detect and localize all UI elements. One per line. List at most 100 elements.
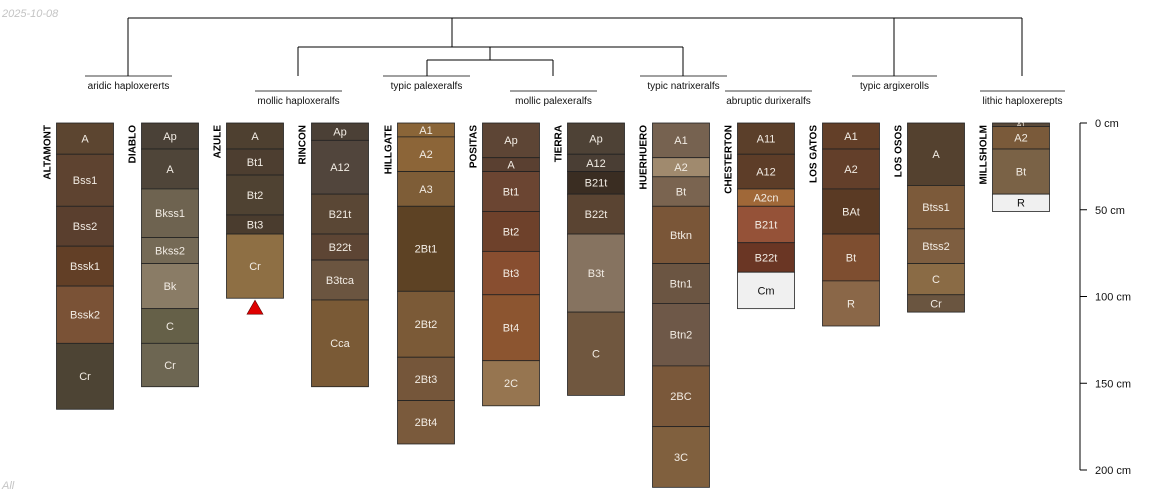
horizon-a xyxy=(141,148,199,190)
horizon-cr xyxy=(907,294,965,313)
horizon-bss1 xyxy=(56,153,114,207)
horizon-label: C xyxy=(166,321,174,333)
horizon-label: Bt2 xyxy=(503,226,520,238)
horizon-label: Cr xyxy=(930,298,942,310)
horizon-label: C xyxy=(592,349,600,361)
subgroup-label: typic natrixeralfs xyxy=(647,81,719,92)
horizon-label: Bt xyxy=(676,186,686,198)
horizon-bt3 xyxy=(482,250,540,296)
subgroup-label: mollic palexeralfs xyxy=(515,96,592,107)
profile-name: POSITAS xyxy=(469,125,480,168)
horizon-label: A xyxy=(251,131,259,143)
horizon-b3t xyxy=(567,233,625,313)
profile-los-osos: A Btss1 Btss2 C Cr LOS OSOS xyxy=(894,122,965,313)
horizon-a xyxy=(907,122,965,186)
horizon-label: A xyxy=(81,133,89,145)
depth-tick-label: 0 cm xyxy=(1095,118,1119,130)
horizon-label: A xyxy=(507,159,515,171)
truncation-marker-icon xyxy=(246,299,264,315)
horizon-bss2 xyxy=(56,205,114,247)
horizon-label: A2cn xyxy=(753,192,778,204)
horizon-label: A1 xyxy=(419,125,432,137)
horizon-r xyxy=(822,280,880,327)
profile-los-gatos: A1 A2 BAt Bt R LOS GATOS xyxy=(809,122,880,327)
horizon-label: A xyxy=(166,164,174,176)
horizon-ap xyxy=(567,122,625,155)
subgroup-label: lithic haploxerepts xyxy=(982,96,1062,107)
profile-name: TIERRA xyxy=(554,125,565,162)
profile-chesterton: A11 A12 A2cn B21t B22t Cm CHESTERTON xyxy=(724,122,795,310)
horizon-label: Bt1 xyxy=(503,186,520,198)
profile-name: HUERHUERO xyxy=(639,125,650,190)
horizon-label: Cr xyxy=(249,261,261,273)
horizon-label: 2Bt2 xyxy=(415,319,438,331)
horizon-2bt2 xyxy=(397,290,455,358)
horizon-label: 2Bt3 xyxy=(415,374,438,386)
horizon-r xyxy=(992,193,1050,212)
horizon-label: A2 xyxy=(419,149,432,161)
horizon-bkss1 xyxy=(141,188,199,238)
depth-tick-label: 200 cm xyxy=(1095,465,1131,477)
horizon-cca xyxy=(311,299,369,388)
horizon-label: Ap xyxy=(163,131,176,143)
profile-name: DIABLO xyxy=(128,125,139,164)
horizon-label: A12 xyxy=(586,158,606,170)
profile-altamont: A Bss1 Bss2 Bssk1 Bssk2 Cr ALTAMONT xyxy=(43,122,114,410)
horizon-a2 xyxy=(397,136,455,172)
horizon-btss2 xyxy=(907,228,965,264)
horizon-bt1 xyxy=(482,171,540,212)
profile-name: RINCON xyxy=(298,125,309,164)
horizon-label: B21t xyxy=(585,178,608,190)
horizon-label: 2Bt1 xyxy=(415,244,438,256)
horizon-label: B21t xyxy=(755,219,778,231)
horizon-bt2 xyxy=(482,211,540,252)
date-stamp: 2025-10-08 xyxy=(2,8,59,20)
horizon-ap xyxy=(482,122,540,159)
profile-name: MILLSHOLM xyxy=(979,125,990,184)
subgroup-labels: aridic haploxererts mollic haploxeralfs ty… xyxy=(85,75,1065,107)
horizon-label: Bss1 xyxy=(73,175,97,187)
horizon-label: Bssk1 xyxy=(70,261,100,273)
profile-huerhuero: A1 A2 Bt Btkn Btn1 Btn2 2BC 3C HUERHUERO xyxy=(639,122,710,488)
profile-rincon: Ap A12 B21t B22t B3tca Cca RINCON xyxy=(298,122,369,388)
horizon-cr xyxy=(56,342,114,410)
horizon-label: A12 xyxy=(756,166,776,178)
horizon-bssk1 xyxy=(56,245,114,287)
horizon-a xyxy=(56,122,114,155)
depth-axis: 0 cm 50 cm 100 cm 150 cm 200 cm xyxy=(1079,118,1131,477)
horizon-label: Bt3 xyxy=(503,268,520,280)
horizon-cr xyxy=(226,233,284,299)
horizon-label: B3tca xyxy=(326,275,355,287)
horizon-bkss2 xyxy=(141,237,199,264)
horizon-bssk2 xyxy=(56,285,114,344)
horizon-label: Bkss2 xyxy=(155,245,185,257)
horizon-b22t xyxy=(311,233,369,261)
dendrogram xyxy=(127,17,1023,76)
horizon-btkn xyxy=(652,205,710,264)
horizon-label: A1 xyxy=(674,135,687,147)
horizon-label: Bk xyxy=(164,281,177,293)
horizon-label: Bkss1 xyxy=(155,208,185,220)
horizon-a1 xyxy=(652,122,710,159)
horizon-label: Bt xyxy=(1016,166,1026,178)
subgroup-label: mollic haploxeralfs xyxy=(257,96,339,107)
horizon-label: A2 xyxy=(674,162,687,174)
horizon-label: BAt xyxy=(842,206,860,218)
horizon-label: Bt4 xyxy=(503,323,520,335)
horizon-a12 xyxy=(737,153,795,190)
horizon-a3 xyxy=(397,171,455,207)
horizon-label: A1 xyxy=(1017,122,1026,129)
horizon-label: Ap xyxy=(589,133,602,145)
profile-name: LOS GATOS xyxy=(809,125,820,183)
horizon-label: A1 xyxy=(844,131,857,143)
depth-tick-label: 150 cm xyxy=(1095,378,1131,390)
horizon-2bt1 xyxy=(397,205,455,292)
horizon-cr xyxy=(141,342,199,388)
horizon-label: Cca xyxy=(330,338,350,350)
horizon-label: C xyxy=(932,274,940,286)
subgroup-label: typic argixerolls xyxy=(860,81,929,92)
horizon-c xyxy=(141,308,199,344)
horizon-bt2 xyxy=(226,174,284,216)
depth-tick-label: 50 cm xyxy=(1095,205,1125,217)
subgroup-label: typic palexeralfs xyxy=(391,81,463,92)
